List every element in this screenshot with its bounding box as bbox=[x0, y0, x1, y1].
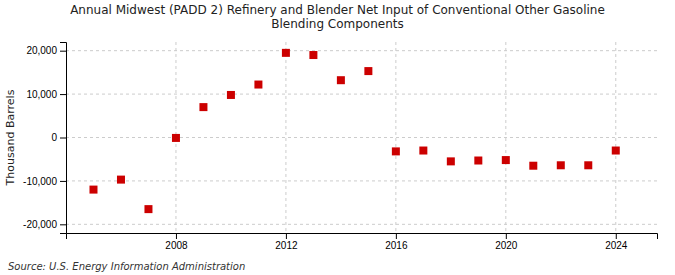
tick-label: 2012 bbox=[275, 240, 298, 251]
point bbox=[172, 134, 180, 142]
tick-label: -20,000 bbox=[23, 219, 57, 230]
y-axis-title: Thousand Barrels bbox=[4, 89, 17, 186]
source: Source: U.S. Energy Information Administ… bbox=[8, 261, 245, 272]
tick: 10,000 bbox=[26, 89, 66, 100]
grid-line bbox=[66, 180, 657, 181]
tick-mark bbox=[60, 181, 66, 182]
grid-line bbox=[66, 224, 657, 225]
tick-mark bbox=[60, 94, 66, 95]
tick: 2016 bbox=[385, 233, 408, 251]
tick: 2008 bbox=[165, 233, 188, 251]
grid-line bbox=[66, 94, 657, 95]
tick-mark bbox=[60, 138, 66, 139]
grid-line bbox=[66, 137, 657, 138]
tick-mark bbox=[286, 233, 287, 239]
chart: Annual Midwest (PADD 2) Refinery and Ble… bbox=[0, 0, 675, 275]
tick-mark bbox=[616, 233, 617, 239]
point bbox=[364, 67, 372, 75]
tick: 0 bbox=[51, 132, 66, 143]
axis-line bbox=[67, 234, 658, 240]
title: Annual Midwest (PADD 2) Refinery and Ble… bbox=[70, 3, 605, 31]
tick-mark bbox=[60, 51, 66, 52]
tick-label: 2024 bbox=[605, 240, 628, 251]
point bbox=[254, 81, 262, 89]
point bbox=[584, 161, 592, 169]
tick-label: 2016 bbox=[385, 240, 408, 251]
tick-mark bbox=[396, 233, 397, 239]
tick-mark bbox=[176, 233, 177, 239]
tick-mark bbox=[60, 224, 66, 225]
point bbox=[309, 51, 317, 59]
tick: 2024 bbox=[605, 233, 628, 251]
grid-line bbox=[66, 50, 657, 51]
x-axis: 2008 2012 2016 2020 2024 bbox=[67, 233, 658, 251]
tick-label: 2020 bbox=[495, 240, 518, 251]
grid-line bbox=[615, 42, 616, 233]
tick: -10,000 bbox=[23, 176, 66, 187]
tick-label: 20,000 bbox=[26, 45, 57, 56]
point bbox=[612, 147, 620, 155]
point bbox=[337, 76, 345, 84]
grid bbox=[66, 42, 657, 233]
point bbox=[502, 156, 510, 164]
grid-line bbox=[285, 42, 286, 233]
point bbox=[529, 162, 537, 170]
tick: 2012 bbox=[275, 233, 298, 251]
tick-label: -10,000 bbox=[23, 176, 57, 187]
grid-line bbox=[395, 42, 396, 233]
y-axis: -20,000 -10,000 0 10,000 20,000 bbox=[23, 43, 66, 234]
axis-line bbox=[60, 43, 67, 234]
point bbox=[447, 157, 455, 165]
grid-line bbox=[505, 42, 506, 233]
points bbox=[89, 49, 619, 213]
point bbox=[144, 205, 152, 213]
point bbox=[474, 157, 482, 165]
point bbox=[419, 147, 427, 155]
point bbox=[117, 176, 125, 184]
point bbox=[227, 91, 235, 99]
tick: 2020 bbox=[495, 233, 518, 251]
point bbox=[392, 147, 400, 155]
tick-label: 2008 bbox=[165, 240, 188, 251]
point bbox=[89, 186, 97, 194]
tick-label: 10,000 bbox=[26, 89, 57, 100]
tick: -20,000 bbox=[23, 219, 66, 230]
point bbox=[282, 49, 290, 57]
title-line: Annual Midwest (PADD 2) Refinery and Ble… bbox=[70, 3, 605, 17]
tick-mark bbox=[506, 233, 507, 239]
plot: 2008 2012 2016 2020 2024 -20,000 -10,000 0 10,00… bbox=[23, 42, 657, 251]
title-line: Blending Components bbox=[271, 17, 403, 31]
tick-label: 0 bbox=[51, 132, 57, 143]
point bbox=[199, 103, 207, 111]
point bbox=[557, 161, 565, 169]
tick: 20,000 bbox=[26, 45, 66, 56]
